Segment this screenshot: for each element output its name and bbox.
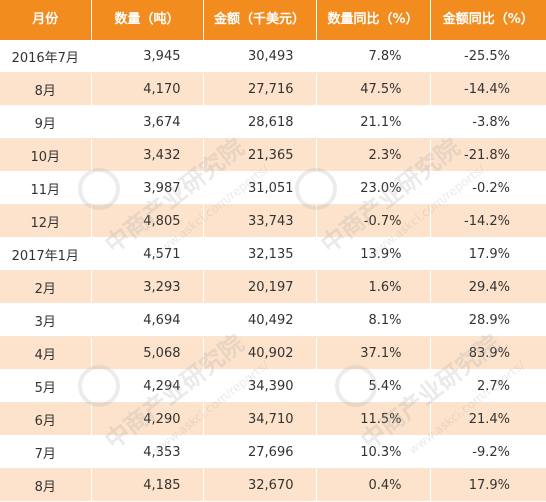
cell-amount-yoy: -3.8% <box>430 105 546 139</box>
cell-quantity-yoy: 10.3% <box>316 435 431 469</box>
table-row: 12月 4,805 33,743 -0.7% -14.2% <box>0 204 546 238</box>
cell-month: 8月 <box>0 468 92 502</box>
header-amount: 金额（千美元） <box>203 0 317 40</box>
cell-quantity-yoy: 2.3% <box>316 138 431 172</box>
cell-quantity: 4,290 <box>91 402 204 436</box>
cell-month: 3月 <box>0 303 92 337</box>
cell-amount-yoy: 21.4% <box>430 402 546 436</box>
cell-month: 2017年1月 <box>0 237 92 271</box>
cell-quantity: 4,170 <box>91 72 204 106</box>
cell-month: 2016年7月 <box>0 40 92 73</box>
cell-quantity-yoy: 37.1% <box>316 336 431 370</box>
cell-month: 9月 <box>0 105 92 139</box>
cell-quantity: 5,068 <box>91 336 204 370</box>
cell-amount-yoy: 2.7% <box>430 369 546 403</box>
cell-amount: 20,197 <box>203 270 317 304</box>
table-row: 11月 3,987 31,051 23.0% -0.2% <box>0 171 546 205</box>
cell-month: 2月 <box>0 270 92 304</box>
cell-month: 8月 <box>0 72 92 106</box>
cell-quantity: 4,805 <box>91 204 204 238</box>
cell-month: 7月 <box>0 435 92 469</box>
cell-month: 12月 <box>0 204 92 238</box>
cell-quantity: 3,293 <box>91 270 204 304</box>
cell-amount-yoy: -0.2% <box>430 171 546 205</box>
cell-amount: 40,902 <box>203 336 317 370</box>
cell-quantity-yoy: -0.7% <box>316 204 431 238</box>
cell-amount: 33,743 <box>203 204 317 238</box>
cell-amount: 21,365 <box>203 138 317 172</box>
cell-amount-yoy: -14.4% <box>430 72 546 106</box>
table-row: 8月 4,170 27,716 47.5% -14.4% <box>0 72 546 106</box>
cell-quantity-yoy: 13.9% <box>316 237 431 271</box>
cell-amount-yoy: 28.9% <box>430 303 546 337</box>
cell-quantity: 4,694 <box>91 303 204 337</box>
cell-quantity-yoy: 1.6% <box>316 270 431 304</box>
table-header: 月份 数量（吨） 金额（千美元） 数量同比（%） 金额同比（%） <box>0 0 546 40</box>
cell-quantity-yoy: 21.1% <box>316 105 431 139</box>
cell-amount: 28,618 <box>203 105 317 139</box>
cell-amount: 31,051 <box>203 171 317 205</box>
cell-quantity-yoy: 23.0% <box>316 171 431 205</box>
header-month: 月份 <box>0 0 92 40</box>
table-row: 9月 3,674 28,618 21.1% -3.8% <box>0 105 546 139</box>
table-row: 2016年7月 3,945 30,493 7.8% -25.5% <box>0 40 546 73</box>
cell-quantity: 3,674 <box>91 105 204 139</box>
cell-month: 6月 <box>0 402 92 436</box>
cell-amount: 40,492 <box>203 303 317 337</box>
cell-quantity: 4,571 <box>91 237 204 271</box>
cell-quantity: 4,294 <box>91 369 204 403</box>
header-amount-yoy: 金额同比（%） <box>430 0 546 40</box>
table-row: 2017年1月 4,571 32,135 13.9% 17.9% <box>0 237 546 271</box>
cell-amount-yoy: 29.4% <box>430 270 546 304</box>
table-row: 7月 4,353 27,696 10.3% -9.2% <box>0 435 546 469</box>
cell-quantity-yoy: 11.5% <box>316 402 431 436</box>
cell-month: 5月 <box>0 369 92 403</box>
cell-amount-yoy: -21.8% <box>430 138 546 172</box>
cell-amount: 32,135 <box>203 237 317 271</box>
cell-quantity-yoy: 8.1% <box>316 303 431 337</box>
table-row: 3月 4,694 40,492 8.1% 28.9% <box>0 303 546 337</box>
cell-amount-yoy: -9.2% <box>430 435 546 469</box>
table-row: 4月 5,068 40,902 37.1% 83.9% <box>0 336 546 370</box>
cell-amount-yoy: 83.9% <box>430 336 546 370</box>
cell-amount-yoy: 17.9% <box>430 237 546 271</box>
cell-amount: 27,696 <box>203 435 317 469</box>
header-quantity: 数量（吨） <box>91 0 204 40</box>
cell-month: 10月 <box>0 138 92 172</box>
cell-amount: 34,710 <box>203 402 317 436</box>
header-quantity-yoy: 数量同比（%） <box>316 0 431 40</box>
table-row: 5月 4,294 34,390 5.4% 2.7% <box>0 369 546 403</box>
cell-amount-yoy: 17.9% <box>430 468 546 502</box>
cell-quantity-yoy: 47.5% <box>316 72 431 106</box>
cell-quantity-yoy: 0.4% <box>316 468 431 502</box>
cell-quantity: 4,185 <box>91 468 204 502</box>
cell-amount: 30,493 <box>203 40 317 73</box>
cell-quantity: 4,353 <box>91 435 204 469</box>
cell-quantity-yoy: 7.8% <box>316 40 431 73</box>
cell-amount: 34,390 <box>203 369 317 403</box>
cell-amount: 27,716 <box>203 72 317 106</box>
cell-amount-yoy: -14.2% <box>430 204 546 238</box>
cell-amount-yoy: -25.5% <box>430 40 546 73</box>
cell-amount: 32,670 <box>203 468 317 502</box>
table-row: 10月 3,432 21,365 2.3% -21.8% <box>0 138 546 172</box>
table-row: 6月 4,290 34,710 11.5% 21.4% <box>0 402 546 436</box>
table-row: 8月 4,185 32,670 0.4% 17.9% <box>0 468 546 502</box>
cell-quantity-yoy: 5.4% <box>316 369 431 403</box>
cell-quantity: 3,987 <box>91 171 204 205</box>
cell-month: 4月 <box>0 336 92 370</box>
cell-month: 11月 <box>0 171 92 205</box>
header-row: 月份 数量（吨） 金额（千美元） 数量同比（%） 金额同比（%） <box>0 0 546 40</box>
cell-quantity: 3,945 <box>91 40 204 73</box>
table-row: 2月 3,293 20,197 1.6% 29.4% <box>0 270 546 304</box>
table-body: 2016年7月 3,945 30,493 7.8% -25.5% 8月 4,170 27,71… <box>0 40 546 502</box>
cell-quantity: 3,432 <box>91 138 204 172</box>
